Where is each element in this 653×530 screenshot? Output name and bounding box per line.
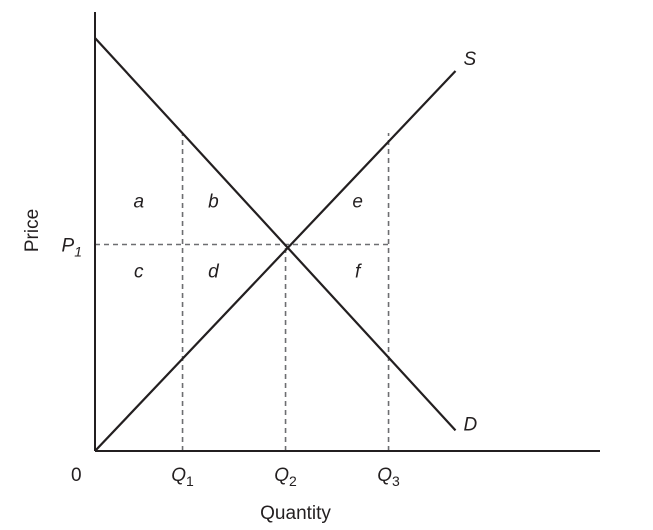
q2-tick-label: Q2	[274, 465, 297, 489]
region-label-b: b	[208, 191, 219, 212]
y-axis-label: Price	[22, 209, 43, 252]
supply-curve-label: S	[464, 49, 477, 70]
guide-lines	[95, 132, 390, 451]
curves	[94, 37, 457, 452]
region-label-d: d	[208, 262, 220, 283]
region-label-c: c	[134, 262, 144, 283]
q3-tick-label: Q3	[377, 465, 400, 489]
supply-curve	[94, 70, 457, 452]
x-axis-label: Quantity	[260, 503, 331, 524]
region-label-e: e	[352, 191, 363, 212]
demand-curve-label: D	[464, 414, 478, 435]
origin-label: 0	[71, 465, 82, 486]
demand-curve	[94, 37, 457, 432]
region-label-f: f	[355, 262, 362, 283]
axes	[94, 12, 600, 452]
q1-tick-label: Q1	[171, 465, 194, 489]
labels: 0 Quantity Price S D Q1 Q2 Q3 P1 a b e c d f	[22, 49, 478, 524]
region-label-a: a	[133, 191, 144, 212]
p1-tick-label: P1	[62, 236, 82, 260]
